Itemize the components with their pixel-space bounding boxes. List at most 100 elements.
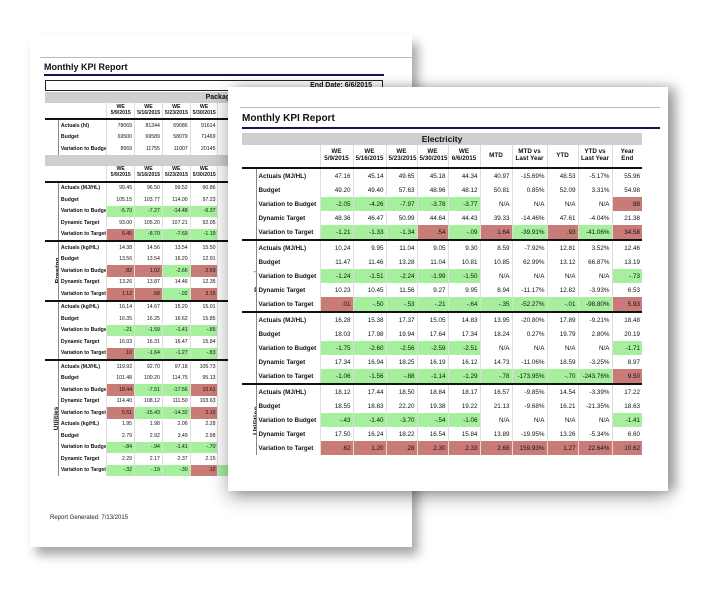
table-cell: 1.12 [106, 288, 135, 301]
table-cell: -1.24 [319, 269, 353, 283]
table-cell: 14.73 [479, 355, 512, 369]
table-cell: -1.40 [352, 413, 386, 427]
table-cell: N/A [511, 269, 547, 283]
table-cell: -20.80% [511, 311, 547, 327]
table-cell: 90.86 [189, 180, 218, 194]
table-row: Variation to Budget -1.24 -1.51 -2.24 -1.99-… [242, 269, 643, 283]
header-spacer [45, 165, 59, 182]
table-cell: N/A [546, 197, 578, 211]
table-cell: 57.63 [385, 183, 417, 197]
table-cell: 2.59 [189, 265, 218, 277]
table-row: Dynamic Target 17.34 16.94 18.25 16.19 16.12 1… [242, 355, 643, 369]
table-row: Utilities Actuals (MJ/HL) 18.12 17.44 18.50 1… [242, 383, 643, 455]
table-cell: -3.25% [577, 355, 612, 369]
table-cell: -2.51 [447, 341, 480, 355]
table-cell: 8.97 [611, 355, 643, 369]
row-label: Variation to Budget [60, 267, 107, 274]
table-cell: 11755 [134, 143, 163, 155]
table-cell: 49.40 [352, 183, 386, 197]
table-cell: 19.79 [546, 327, 578, 341]
table-cell: 48.12 [447, 183, 480, 197]
table-cell: 16.31 [134, 336, 163, 348]
table-cell: -.94 [134, 441, 163, 453]
table-cell: -1.41 [611, 413, 643, 427]
row-label: Dynamic Target [258, 358, 306, 366]
table-cell: -.70 [189, 441, 218, 453]
table-cell: 1.95 [106, 418, 135, 430]
table-cell: 3.49 [161, 430, 191, 442]
table-cell: 52.09 [546, 183, 578, 197]
table-cell: 15.84 [189, 336, 218, 348]
table-cell: 2.79 [106, 430, 135, 442]
table-cell: 11.47 [319, 255, 353, 269]
row-label: Budget [60, 375, 79, 382]
table-cell: -.84 [106, 441, 135, 453]
row-label: Budget [60, 134, 79, 141]
table-cell: 3.15 [189, 288, 218, 301]
table-cell: -3.39% [577, 383, 612, 399]
table-cell: -.32 [106, 464, 135, 476]
table-cell: -.85 [189, 324, 218, 336]
table-cell: 16.19 [416, 355, 448, 369]
table-row: Brewing Actuals (MJ/HL) 10.24 9.95 11.04 9.05… [242, 239, 643, 312]
table-cell: -7.51 [134, 384, 163, 396]
table-cell: .12 [189, 464, 218, 476]
table-cell: 92.05 [189, 217, 218, 229]
table-cell: 34.58 [611, 225, 643, 240]
table-cell: 54.98 [611, 183, 643, 197]
table-cell: -.43 [319, 413, 353, 427]
table-cell: N/A [546, 341, 578, 355]
row-label: Actuals (MJ/HL) [256, 311, 320, 327]
title-underline [242, 127, 660, 129]
table-cell: 78069 [106, 118, 135, 132]
table-cell: -3.78 [416, 197, 448, 211]
table-cell: 100.20 [134, 372, 163, 384]
table-cell: .68 [134, 288, 163, 301]
table-cell: 15.84 [447, 427, 480, 441]
table-cell: -1.19 [189, 228, 218, 241]
table-cell: 9.95 [352, 239, 386, 255]
table-cell: 6.53 [611, 283, 643, 297]
table-cell: 2.06 [161, 418, 191, 430]
table-cell: 105.20 [134, 217, 163, 229]
report-generated: Report Generated: 7/13/2015 [50, 515, 129, 521]
column-header: Year End [611, 145, 643, 169]
table-cell: 12.81 [546, 239, 578, 255]
table-cell: 8.94 [479, 283, 512, 297]
table-row: Budget 49.20 49.40 57.63 48.96 48.12 50.81 0.85… [242, 183, 643, 197]
column-header-row: WE 5/9/2015 WE 5/16/2015 WE 5/23/2015 WE 5/… [242, 145, 643, 169]
row-label: Dynamic Target [60, 279, 100, 286]
table-row: Variation to Budget -2.05 -4.26 -7.97 -3.78-… [242, 197, 643, 211]
table-cell: 2.15 [189, 453, 218, 465]
table-cell: -.64 [447, 297, 480, 312]
table-cell: 13.89 [479, 427, 512, 441]
table-cell: 103.63 [189, 395, 218, 407]
table-cell: 15.20 [161, 299, 191, 313]
table-cell: 45.18 [416, 167, 448, 183]
table-cell: N/A [577, 341, 612, 355]
table-cell: N/A [511, 197, 547, 211]
row-label: Dynamic Target [60, 455, 100, 462]
table-cell: -2.60 [352, 341, 386, 355]
table-cell: -.70 [546, 369, 578, 384]
table-cell: 18.12 [319, 383, 353, 399]
table-cell: 48.96 [416, 183, 448, 197]
column-header: WE 5/16/2015 [352, 145, 386, 169]
table-cell: 2.80% [577, 327, 612, 341]
table-cell: 17.50 [319, 427, 353, 441]
table-cell: 11.04 [385, 239, 417, 255]
group-label-cell: Packaging [242, 311, 257, 384]
front-report-page: Monthly KPI Report Electricity WE 5/9/201… [228, 87, 668, 491]
table-cell: 107.21 [161, 217, 191, 229]
table-cell: -243.76% [577, 369, 612, 384]
table-row: Dynamic Target 17.50 16.24 18.22 16.54 15.84 1… [242, 427, 643, 441]
table-cell: 1.98 [134, 418, 163, 430]
table-cell: 10.45 [352, 283, 386, 297]
table-cell: -9.21% [577, 311, 612, 327]
row-label: Actuals (kg/HL) [60, 421, 99, 428]
row-label: Variation to Budget [258, 416, 317, 424]
table-cell: 9.05 [416, 239, 448, 255]
row-label: Actuals (kg/HL) [58, 299, 107, 313]
table-cell: 40.97 [479, 167, 512, 183]
table-cell: -2.59 [416, 341, 448, 355]
